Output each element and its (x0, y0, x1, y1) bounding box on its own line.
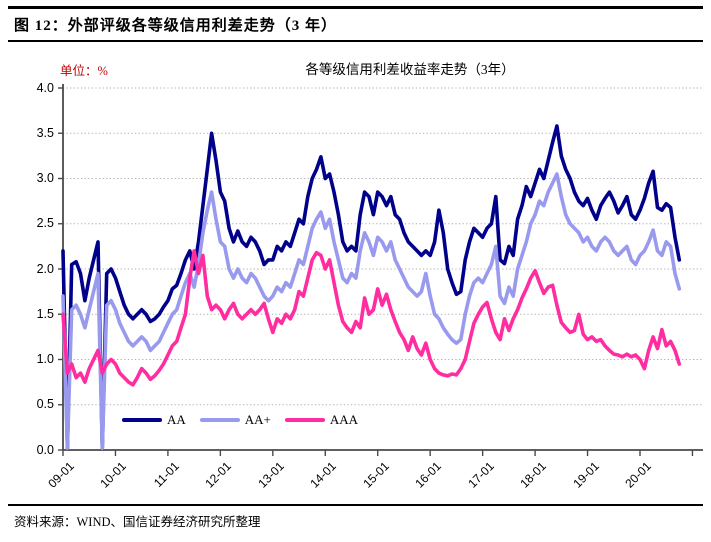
series-line-AAA (61, 249, 682, 387)
y-tick-label: 0.5 (36, 397, 54, 412)
y-tick-label: 2.0 (36, 261, 54, 276)
y-tick-label: 1.5 (36, 306, 54, 321)
y-tick-label: 4.0 (36, 80, 54, 95)
y-tick-label: 1.0 (36, 352, 54, 366)
legend-item-AAA: AAA (284, 412, 359, 428)
title-divider (8, 40, 703, 42)
unit-label: 单位：% (60, 64, 108, 78)
source-divider (8, 504, 703, 506)
series-line-AA (61, 124, 682, 451)
y-tick-label: 2.5 (36, 216, 54, 231)
legend-label: AAA (329, 412, 359, 427)
chart-legend: AA AA+ AAA (122, 412, 358, 428)
legend-item-AA+: AA+ (199, 412, 271, 428)
top-rule (8, 6, 703, 9)
legend-swatch-AA+ (199, 418, 240, 422)
legend-item-AA: AA (122, 412, 186, 428)
chart-title: 各等级信用利差收益率走势（3年） (305, 62, 515, 77)
series-line-AA+ (61, 172, 682, 451)
legend-label: AA+ (244, 412, 271, 427)
y-tick-label: 0.0 (36, 442, 54, 457)
y-tick-label: 3.0 (36, 171, 54, 185)
source-text: 资料来源：WIND、国信证券经济研究所整理 (14, 515, 261, 529)
figure-title: 图 12：外部评级各等级信用利差走势（3 年） (14, 18, 338, 34)
legend-swatch-AAA (284, 418, 325, 422)
legend-swatch-AA (122, 418, 162, 422)
legend-label: AA (167, 412, 186, 427)
y-tick-label: 3.5 (36, 125, 54, 140)
